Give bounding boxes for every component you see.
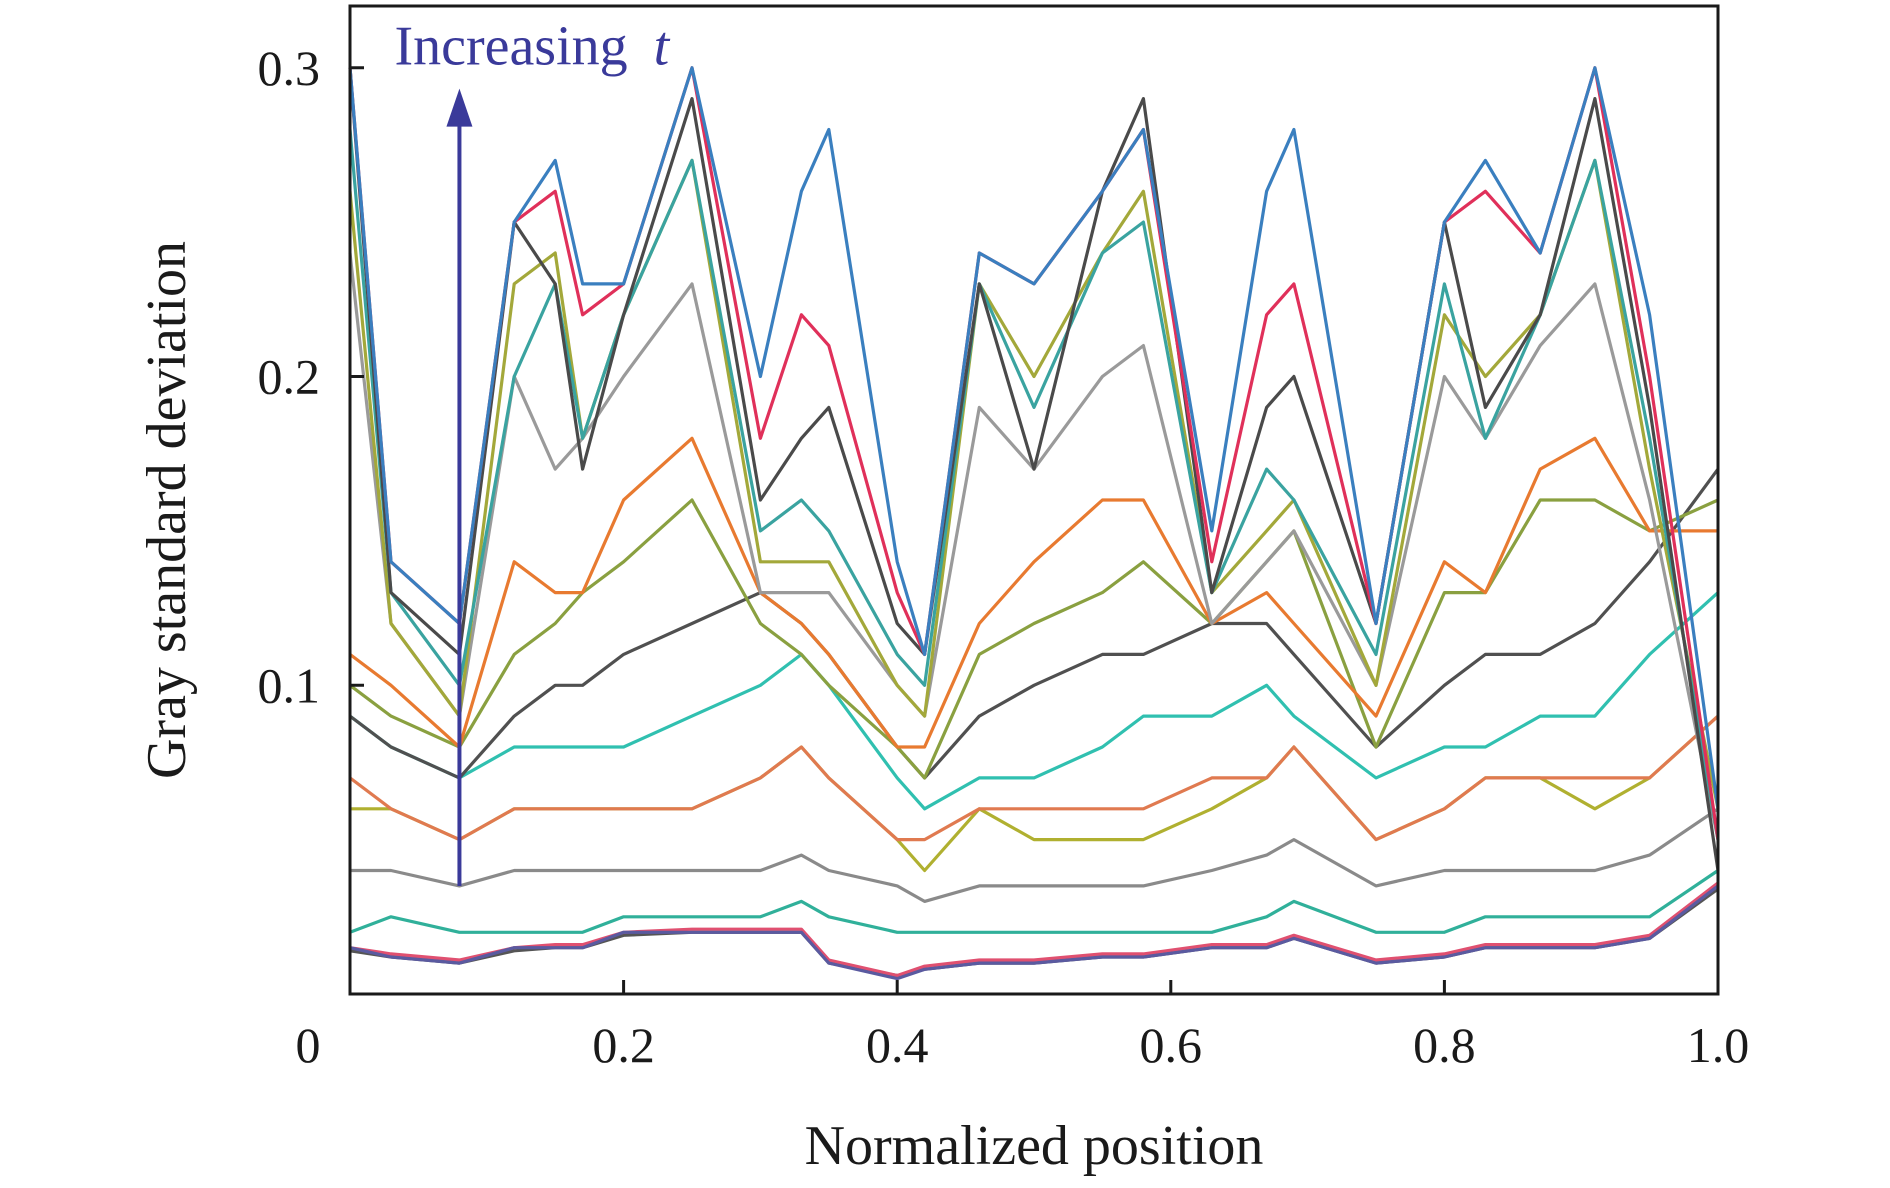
series-line-2	[348, 66, 1720, 840]
x-axis-title: Normalized position	[805, 1115, 1264, 1177]
series-line-5	[348, 158, 1720, 810]
series-line-13	[350, 807, 1719, 904]
y-tick-label: 0.3	[258, 40, 321, 96]
y-axis: 0.1 0.2 0.3	[258, 40, 364, 713]
series-line-7	[349, 436, 1718, 749]
x-tick-label: 0.6	[1140, 1017, 1203, 1073]
y-axis-title: Gray standard deviation	[136, 241, 198, 779]
series-line-10	[349, 591, 1720, 811]
series-line-14	[349, 869, 1719, 934]
plot-frame	[348, 4, 1720, 996]
x-tick-label: 1.0	[1687, 1017, 1750, 1073]
series-line-16	[349, 881, 1719, 978]
increasing-annotation: Increasing t	[394, 16, 671, 886]
series-layer	[348, 66, 1720, 981]
x-tick-label: 0.2	[592, 1017, 655, 1073]
y-tick-label: 0.1	[258, 657, 321, 713]
increasing-text: Increasing	[394, 16, 627, 78]
series-line-1	[348, 66, 1720, 810]
arrow-head-icon	[446, 88, 473, 127]
increasing-variable: t	[654, 16, 671, 78]
y-tick-label: 0.2	[258, 349, 321, 405]
x-tick-label: 0.8	[1413, 1017, 1476, 1073]
series-line-9	[349, 468, 1720, 780]
x-tick-label: 0.4	[866, 1017, 929, 1073]
series-line-11	[349, 714, 1720, 842]
x-tick-label: 0	[296, 1017, 321, 1073]
increasing-label: Increasing t	[394, 16, 670, 78]
series-line-15	[349, 884, 1719, 981]
series-line-8	[349, 498, 1719, 780]
x-axis: 0 0.2 0.4 0.6 0.8 1.0	[296, 980, 1750, 1073]
series-line-6	[348, 252, 1720, 840]
series-line-3	[348, 67, 1720, 871]
series-line-12	[350, 714, 1720, 873]
